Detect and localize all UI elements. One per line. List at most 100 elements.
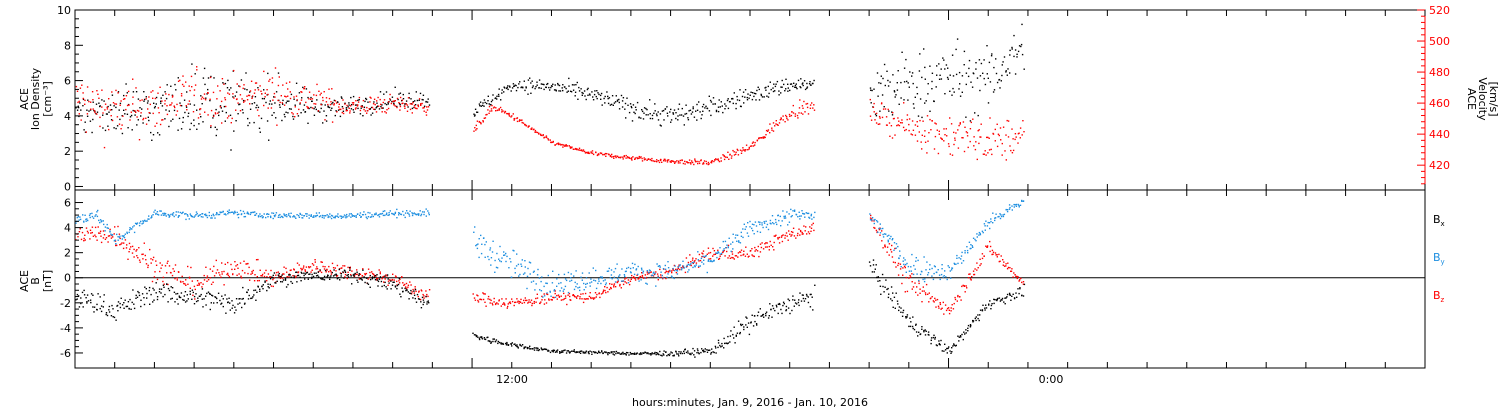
bz-point <box>362 268 363 269</box>
ion-density-point <box>870 87 871 88</box>
bz-point <box>139 260 140 261</box>
ion-density-point <box>91 132 92 133</box>
bz-point <box>912 288 913 289</box>
bx-point <box>875 269 876 270</box>
by-point <box>911 254 912 255</box>
velocity-point <box>954 138 955 139</box>
bz-point <box>104 234 105 235</box>
velocity-point <box>751 145 752 146</box>
by-point <box>491 257 492 258</box>
by-point <box>561 287 562 288</box>
velocity-point <box>420 105 421 106</box>
bx-point <box>773 308 774 309</box>
ion-density-point <box>627 105 628 106</box>
velocity-point <box>725 156 726 157</box>
bz-point <box>615 286 616 287</box>
ion-density-point <box>230 87 231 88</box>
by-point <box>394 214 395 215</box>
bz-point <box>429 289 430 290</box>
velocity-point <box>171 102 172 103</box>
ion-density-point <box>202 121 203 122</box>
ion-density-point <box>946 64 947 65</box>
bz-point <box>185 285 186 286</box>
bz-point <box>394 279 395 280</box>
ion-density-point <box>279 107 280 108</box>
bx-point <box>329 279 330 280</box>
ion-density-point <box>386 104 387 105</box>
bx-point <box>794 300 795 301</box>
ion-density-point <box>711 101 712 102</box>
ion-density-point <box>675 112 676 113</box>
velocity-point <box>558 144 559 145</box>
ion-density-point <box>721 101 722 102</box>
by-point <box>179 215 180 216</box>
ion-density-point <box>646 114 647 115</box>
velocity-point <box>592 153 593 154</box>
ion-density-point <box>546 87 547 88</box>
bz-point <box>563 293 564 294</box>
velocity-point <box>139 139 140 140</box>
by-point <box>765 221 766 222</box>
ion-density-point <box>384 103 385 104</box>
by-point <box>479 238 480 239</box>
ion-density-point <box>616 95 617 96</box>
bx-point <box>314 273 315 274</box>
bz-point <box>84 235 85 236</box>
by-point <box>1016 204 1017 205</box>
ion-density-point <box>725 105 726 106</box>
velocity-point <box>985 150 986 151</box>
ion-density-point <box>743 102 744 103</box>
velocity-point <box>712 160 713 161</box>
by-point <box>225 214 226 215</box>
by-point <box>148 215 149 216</box>
bz-point <box>499 299 500 300</box>
ion-density-point <box>782 80 783 81</box>
velocity-point <box>801 112 802 113</box>
velocity-point <box>786 116 787 117</box>
by-point <box>669 271 670 272</box>
by-point <box>655 285 656 286</box>
ion-density-point <box>357 108 358 109</box>
bx-point <box>117 310 118 311</box>
by-point <box>333 217 334 218</box>
velocity-point <box>389 98 390 99</box>
ion-density-point <box>341 98 342 99</box>
bx-point <box>566 352 567 353</box>
bx-point <box>80 297 81 298</box>
bx-point <box>768 317 769 318</box>
ion-density-point <box>343 111 344 112</box>
bx-point <box>94 307 95 308</box>
velocity-point <box>400 97 401 98</box>
velocity-point <box>235 110 236 111</box>
bx-point <box>711 352 712 353</box>
by-point <box>956 255 957 256</box>
bx-point <box>152 288 153 289</box>
by-point <box>164 213 165 214</box>
velocity-point <box>694 158 695 159</box>
by-point <box>214 217 215 218</box>
ion-density-point <box>802 82 803 83</box>
ion-density-point <box>188 113 189 114</box>
ion-density-point <box>669 111 670 112</box>
bz-point <box>177 279 178 280</box>
bx-point <box>290 274 291 275</box>
bz-point <box>592 297 593 298</box>
ion-density-point <box>237 113 238 114</box>
ion-density-point <box>132 129 133 130</box>
bx-point <box>1013 294 1014 295</box>
ion-density-point <box>912 72 913 73</box>
velocity-point <box>169 104 170 105</box>
ion-density-point <box>622 100 623 101</box>
by-point <box>205 214 206 215</box>
velocity-point <box>517 121 518 122</box>
ion-density-point <box>225 83 226 84</box>
bx-point <box>652 352 653 353</box>
bz-point <box>530 302 531 303</box>
by-point <box>503 251 504 252</box>
velocity-point <box>878 124 879 125</box>
velocity-point <box>706 163 707 164</box>
bz-point <box>153 257 154 258</box>
by-point <box>924 278 925 279</box>
bz-point <box>870 215 871 216</box>
velocity-point <box>768 129 769 130</box>
